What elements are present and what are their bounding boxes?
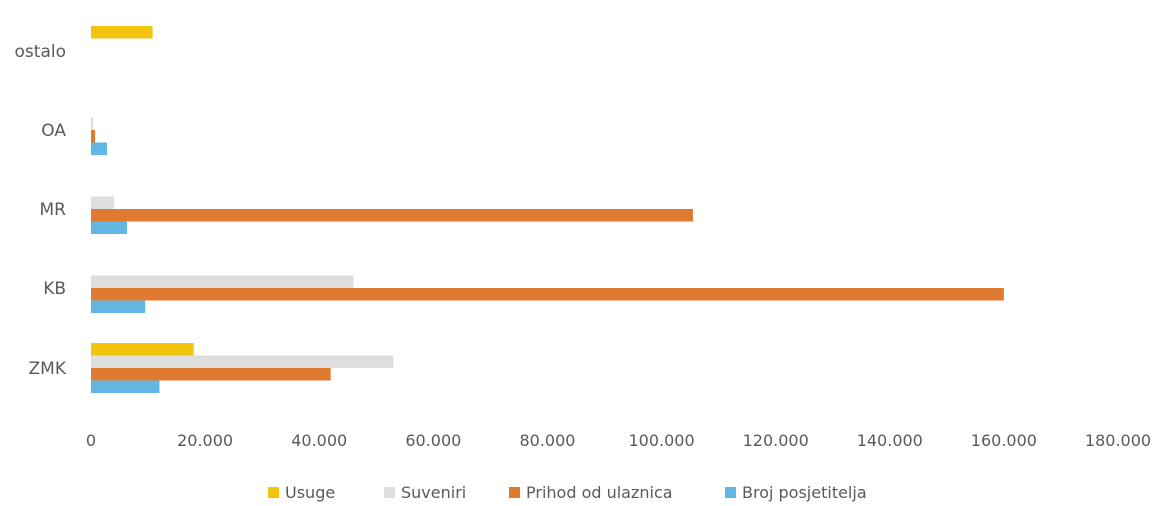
category-label-kb: KB (43, 279, 66, 299)
bar-mr-suveniri (91, 196, 114, 209)
legend-swatch-suveniri (384, 487, 395, 498)
x-axis-tick-labels: 0 20.000 40.000 60.000 80.000 100.000 120.000 1… (86, 431, 1151, 450)
legend-label-broj-posjetitelja: Broj posjetitelja (742, 483, 867, 502)
x-tick-label: 140.000 (857, 431, 923, 450)
bar-zmk-prihod-od-ulaznica (91, 368, 331, 381)
x-tick-label: 120.000 (743, 431, 809, 450)
bar-zmk-suveniri (91, 355, 394, 368)
bar-ostalo-usuge (91, 26, 153, 39)
bar-oa-suveniri (91, 117, 94, 130)
category-label-zmk: ZMK (29, 359, 67, 379)
bar-kb-prihod-od-ulaznica (91, 288, 1004, 301)
x-tick-label: 100.000 (628, 431, 694, 450)
x-tick-label: 60.000 (405, 431, 461, 450)
category-label-ostalo: ostalo (15, 42, 66, 62)
category-label-oa: OA (41, 121, 66, 141)
bar-zmk-broj-posjetitelja (91, 380, 160, 393)
bar-oa-prihod-od-ulaznica (91, 130, 95, 143)
legend-swatch-broj-posjetitelja (725, 487, 736, 498)
x-tick-label: 160.000 (971, 431, 1037, 450)
x-tick-label: 20.000 (177, 431, 233, 450)
legend: Usuge Suveniri Prihod od ulaznica Broj posj… (268, 483, 867, 502)
bar-mr-prihod-od-ulaznica (91, 209, 693, 222)
bar-kb-suveniri (91, 275, 354, 288)
x-tick-label: 0 (86, 431, 96, 450)
legend-label-prihod-od-ulaznica: Prihod od ulaznica (526, 483, 673, 502)
bar-oa-broj-posjetitelja (91, 142, 107, 155)
legend-swatch-usuge (268, 487, 279, 498)
x-tick-label: 80.000 (519, 431, 575, 450)
category-label-mr: MR (40, 200, 67, 220)
legend-swatch-prihod-od-ulaznica (509, 487, 520, 498)
x-tick-label: 40.000 (291, 431, 347, 450)
bar-kb-broj-posjetitelja (91, 300, 146, 313)
bar-mr-broj-posjetitelja (91, 221, 127, 234)
legend-label-usuge: Usuge (285, 483, 335, 502)
x-tick-label: 180.000 (1085, 431, 1151, 450)
legend-label-suveniri: Suveniri (401, 483, 466, 502)
bar-zmk-usuge (91, 343, 194, 356)
bars-group (91, 26, 1004, 393)
category-labels: ZMK KB MR OA ostalo (15, 42, 67, 379)
